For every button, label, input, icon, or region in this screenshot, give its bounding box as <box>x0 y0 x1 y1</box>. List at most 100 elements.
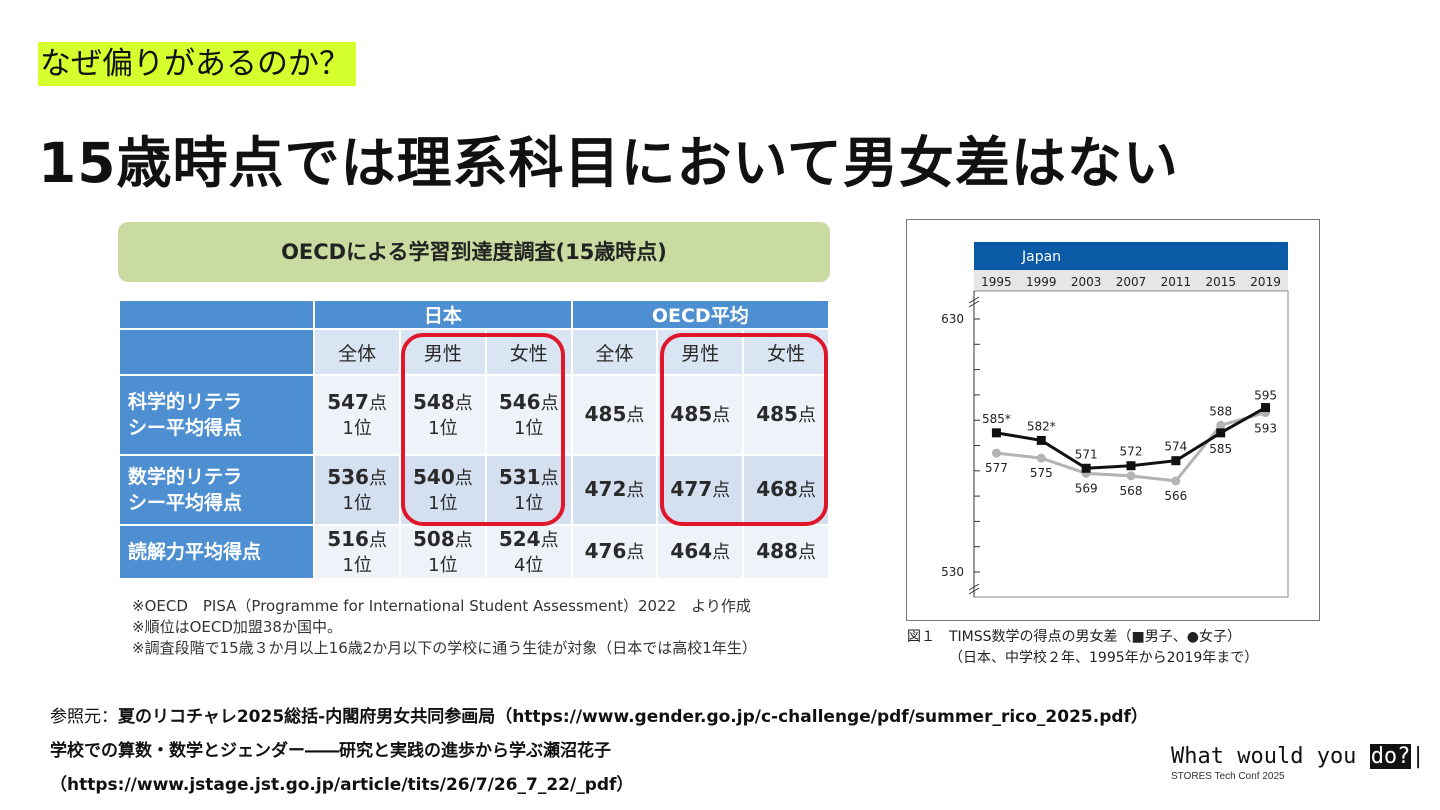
data-label-boys: 572 <box>1120 445 1143 459</box>
table-cell: 485点 <box>742 374 830 456</box>
data-point-boys <box>1261 403 1271 413</box>
data-point-boys <box>1216 428 1226 438</box>
x-tick-label: 2015 <box>1205 275 1236 289</box>
score-unit: 点 <box>712 480 731 501</box>
x-tick-label: 2019 <box>1250 275 1281 289</box>
score-value: 477 <box>670 477 713 501</box>
axis-break-mark <box>968 296 980 304</box>
timss-chart-frame: Japan 1995 1999 2003 2007 2011 2015 2019 630 530 5… <box>906 219 1320 621</box>
score-value: 516 <box>327 527 369 551</box>
score-value: 547 <box>327 390 369 414</box>
data-label-boys: 585* <box>982 412 1011 426</box>
score-unit: 点 <box>454 468 473 489</box>
score-unit: 点 <box>797 405 816 426</box>
brand-subtitle: STORES Tech Conf 2025 <box>1171 771 1285 782</box>
score-unit: 点 <box>368 468 387 489</box>
score-value: 536 <box>327 465 369 489</box>
table-cell: 472点 <box>570 454 659 526</box>
data-label-boys: 582* <box>1027 419 1056 433</box>
highlight-box-oecd <box>660 333 828 526</box>
highlight-box-japan <box>401 333 565 526</box>
score-value: 508 <box>413 527 455 551</box>
brand-wordmark: What would you do?| <box>1171 744 1425 769</box>
row-label-line: 読解力平均得点 <box>128 541 262 563</box>
score-value: 488 <box>756 539 798 563</box>
column-header: 全体 <box>570 328 659 376</box>
table-row: 数学的リテラ シー平均得点 536点 1位 540点 1位 531点 1位 472点 … <box>117 454 830 526</box>
column-header: 全体 <box>313 328 401 376</box>
score-unit: 点 <box>368 393 387 414</box>
x-tick-label: 2007 <box>1116 275 1147 289</box>
y-tick-label: 530 <box>941 565 964 579</box>
timss-line-chart: Japan 1995 1999 2003 2007 2011 2015 2019 630 530 5… <box>941 242 1289 598</box>
rank-value: 1位 <box>428 418 458 439</box>
data-label-girls: 577 <box>985 461 1008 475</box>
score-unit: 点 <box>540 393 559 414</box>
row-label: 数学的リテラ シー平均得点 <box>117 454 316 526</box>
table-cell: 516点 1位 <box>313 524 401 580</box>
score-unit: 点 <box>797 480 816 501</box>
column-header-row: 全体 男性 女性 全体 男性 女性 <box>117 328 830 376</box>
score-value: 485 <box>756 402 798 426</box>
rank-value: 1位 <box>428 493 458 514</box>
axis-break-mark <box>968 583 980 591</box>
brand-logo: What would you do?| STORES Tech Conf 202… <box>1171 743 1425 783</box>
score-value: 485 <box>670 402 713 426</box>
reference-link[interactable]: （https://www.jstage.jst.go.jp/article/ti… <box>50 775 634 795</box>
table-cell: 508点 1位 <box>399 524 487 580</box>
reference-prefix: 参照元： <box>50 707 118 727</box>
header-blank <box>117 299 316 330</box>
chart-caption: 図１ TIMSS数学の得点の男女差（■男子、●女子） （日本、中学校２年、199… <box>907 627 1258 669</box>
table-cell: 531点 1位 <box>484 454 573 526</box>
data-label-girls: 588 <box>1209 404 1232 418</box>
rank-value: 1位 <box>342 493 372 514</box>
table-cell: 488点 <box>742 524 830 580</box>
brand-main-text: What would you <box>1171 744 1357 769</box>
data-point-boys <box>1126 461 1136 471</box>
reference-line: 学校での算数・数学とジェンダー――研究と実践の進歩から学ぶ瀬沼花子 <box>50 741 611 761</box>
table-cell: 524点 4位 <box>484 524 573 580</box>
rank-value: 1位 <box>342 418 372 439</box>
data-label-girls: 569 <box>1075 481 1098 495</box>
table-cell: 547点 1位 <box>313 374 401 456</box>
table-cell: 546点 1位 <box>484 374 573 456</box>
score-value: 548 <box>413 390 455 414</box>
oecd-banner: OECDによる学習到達度調査(15歳時点) <box>118 222 830 282</box>
score-unit: 点 <box>540 530 559 551</box>
year-header-band <box>974 270 1288 291</box>
table-row: 読解力平均得点 516点 1位 508点 1位 524点 4位 476点 464点 4… <box>117 524 830 580</box>
reference-link[interactable]: 夏のリコチャレ2025総括-内閣府男女共同参画局（https://www.gen… <box>118 707 1148 727</box>
note-line: ※OECD PISA（Programme for International S… <box>132 597 751 615</box>
score-unit: 点 <box>454 393 473 414</box>
row-label: 読解力平均得点 <box>117 524 316 580</box>
row-label-line: シー平均得点 <box>128 492 243 514</box>
y-tick-label: 630 <box>941 312 964 326</box>
group-header-oecd: OECD平均 <box>570 299 831 330</box>
data-point-girls <box>1036 453 1046 463</box>
score-unit: 点 <box>626 480 645 501</box>
rank-value: 4位 <box>513 555 544 576</box>
data-label-girls: 593 <box>1254 422 1277 436</box>
score-unit: 点 <box>540 468 559 489</box>
row-label-line: シー平均得点 <box>128 417 243 439</box>
axis-break-mark <box>968 300 980 308</box>
note-line: ※順位はOECD加盟38か国中。 <box>132 618 342 636</box>
table-cell: 485点 <box>570 374 659 456</box>
data-point-girls <box>1171 476 1181 486</box>
group-header-row: 日本 OECD平均 <box>117 299 831 330</box>
data-point-boys <box>1036 435 1046 445</box>
data-label-girls: 568 <box>1120 484 1143 498</box>
rank-value: 1位 <box>428 555 458 576</box>
rank-value: 1位 <box>342 555 372 576</box>
score-value: 476 <box>584 539 627 563</box>
table-cell: 536点 1位 <box>313 454 401 526</box>
data-label-girls: 566 <box>1164 489 1187 503</box>
score-value: 472 <box>584 477 627 501</box>
reference-line: 参照元：夏のリコチャレ2025総括-内閣府男女共同参画局（https://www… <box>50 700 1148 734</box>
data-point-boys <box>991 428 1001 438</box>
note-line: ※調査段階で15歳３か月以上16歳2か月以下の学校に通う生徒が対象（日本では高校… <box>132 639 757 657</box>
rank-value: 1位 <box>513 418 544 439</box>
slide-title: 15歳時点では理系科目において男女差はない <box>38 131 1179 195</box>
score-value: 540 <box>413 465 455 489</box>
data-label-boys: 571 <box>1075 447 1098 461</box>
